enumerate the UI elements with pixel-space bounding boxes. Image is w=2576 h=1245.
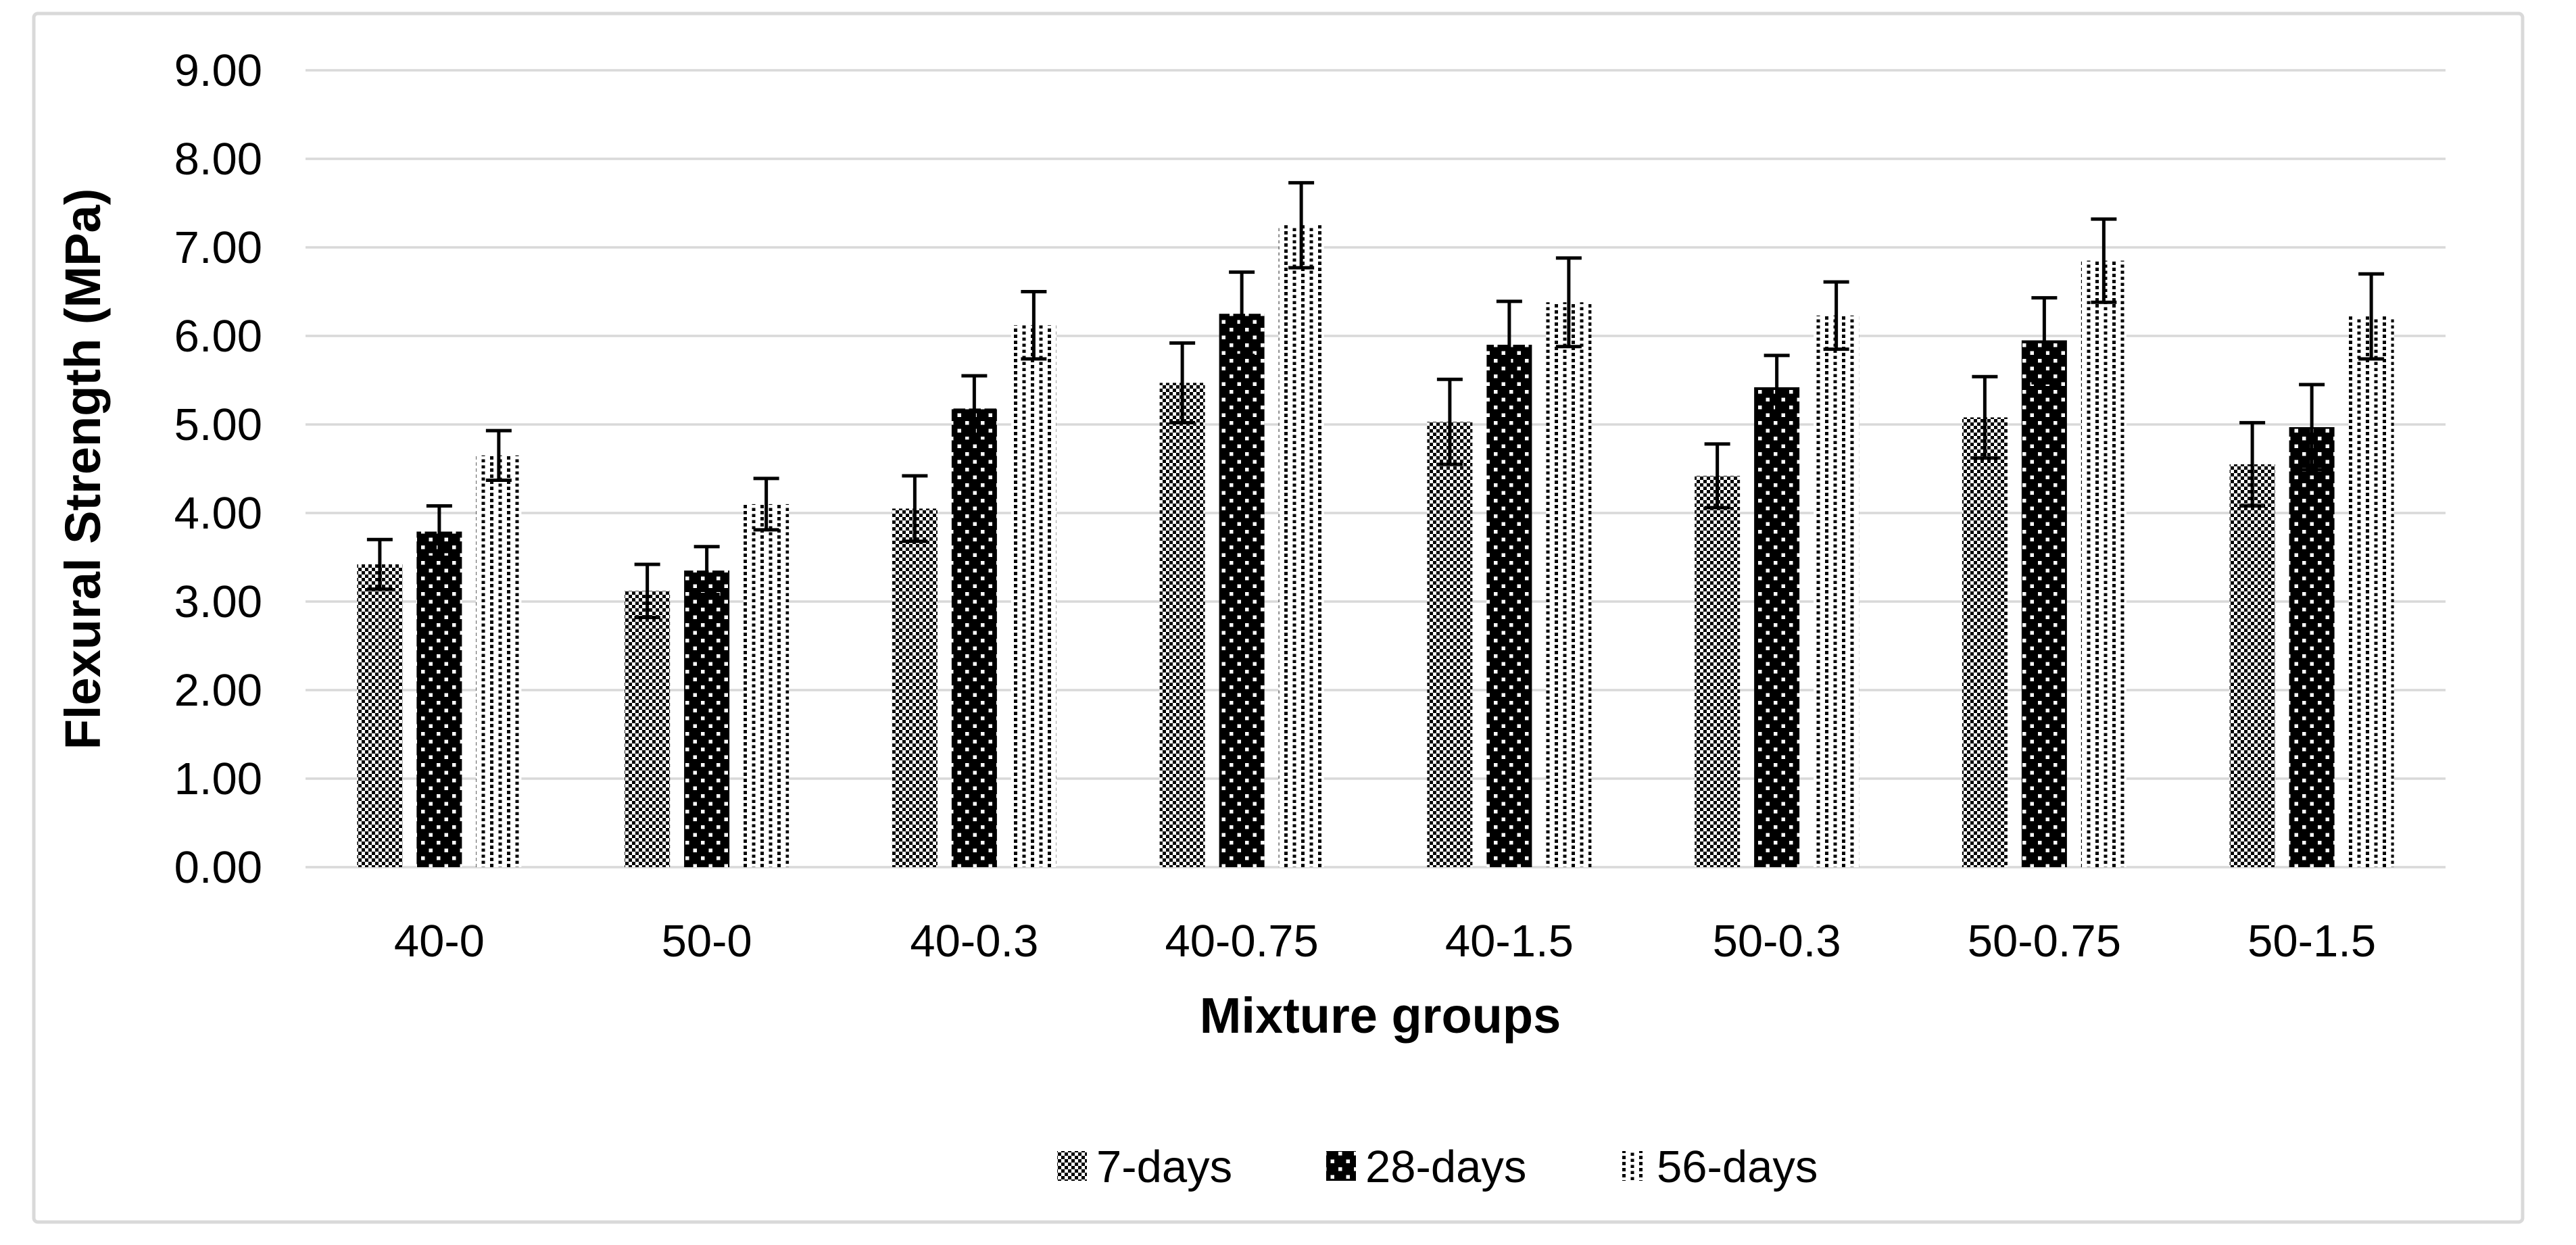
bar-56-days-50-0.3	[1814, 315, 1860, 867]
error-bar-7-days-40-1.5	[1436, 377, 1463, 466]
category-label-40-0: 40-0	[394, 916, 485, 967]
error-bars	[366, 180, 2385, 620]
legend-swatch-7-days	[1057, 1151, 1087, 1181]
category-label-40-1.5: 40-1.5	[1445, 916, 1574, 967]
error-bar-7-days-50-0.3	[1704, 442, 1730, 510]
bar-series	[357, 225, 2394, 868]
error-bar-56-days-40-1.5	[1555, 256, 1582, 349]
error-bar-28-days-50-0.3	[1764, 353, 1790, 421]
bar-28-days-50-1.5	[2289, 426, 2335, 867]
y-tick-label-0: 0.00	[174, 842, 262, 893]
bar-28-days-50-0.75	[2021, 340, 2067, 867]
bar-56-days-40-1.5	[1546, 302, 1592, 868]
error-bar-7-days-40-0	[366, 537, 393, 591]
y-axis-tick-labels: 0.00 1.00 2.00 3.00 4.00 5.00 6.00 7.00 8.00 9.00	[174, 45, 262, 893]
error-bar-56-days-50-0.3	[1823, 280, 1849, 351]
category-label-40-0.75: 40-0.75	[1165, 916, 1319, 967]
error-bar-56-days-50-0.75	[2091, 217, 2117, 304]
bar-56-days-40-0.3	[1011, 325, 1056, 867]
bar-7-days-40-0.75	[1159, 383, 1205, 867]
error-bar-28-days-40-0.75	[1229, 270, 1255, 358]
legend-label-56-days: 56-days	[1657, 1142, 1818, 1192]
legend-item-28-days: 28-days	[1326, 1142, 1526, 1192]
y-tick-label-2: 2.00	[174, 665, 262, 716]
bar-28-days-40-1.5	[1486, 345, 1532, 868]
error-bar-7-days-50-0	[634, 562, 660, 620]
error-bar-28-days-50-0.75	[2031, 296, 2058, 385]
error-bar-28-days-40-1.5	[1496, 299, 1522, 390]
category-label-50-0.3: 50-0.3	[1713, 916, 1841, 967]
legend-label-7-days: 7-days	[1096, 1142, 1232, 1192]
error-bar-56-days-50-0	[753, 477, 779, 532]
x-axis-title: Mixture groups	[1200, 987, 1561, 1044]
error-bar-7-days-40-0.75	[1169, 341, 1196, 424]
bar-56-days-50-0	[744, 504, 789, 867]
y-tick-label-8: 8.00	[174, 134, 262, 185]
bar-28-days-40-0	[416, 531, 462, 867]
bar-7-days-40-1.5	[1427, 422, 1473, 867]
error-bar-56-days-40-0.3	[1021, 290, 1047, 361]
bar-7-days-40-0	[357, 564, 403, 867]
error-bar-7-days-50-0.75	[1972, 374, 1998, 460]
legend-swatch-56-days	[1618, 1151, 1647, 1181]
y-tick-label-4: 4.00	[174, 488, 262, 539]
error-bar-28-days-50-0	[694, 545, 720, 597]
x-axis-category-labels: 40-0 50-0 40-0.3 40-0.75 40-1.5 50-0.3 50-0.75…	[394, 916, 2376, 967]
y-tick-label-1: 1.00	[174, 754, 262, 804]
bar-28-days-40-0.3	[951, 408, 997, 867]
bar-56-days-40-0	[476, 455, 522, 867]
bar-7-days-40-0.3	[892, 508, 938, 867]
y-tick-label-6: 6.00	[174, 311, 262, 362]
legend-item-7-days: 7-days	[1057, 1142, 1232, 1192]
bar-28-days-50-0.3	[1754, 387, 1800, 867]
error-bar-28-days-40-0.3	[961, 374, 988, 443]
error-bar-56-days-40-0	[485, 429, 512, 483]
bar-7-days-50-0	[625, 591, 671, 867]
error-bar-56-days-50-1.5	[2358, 272, 2385, 361]
y-tick-label-5: 5.00	[174, 399, 262, 450]
category-label-50-0.75: 50-0.75	[1968, 916, 2121, 967]
bar-7-days-50-0.3	[1695, 475, 1741, 867]
category-label-40-0.3: 40-0.3	[910, 916, 1038, 967]
bar-7-days-50-0.75	[1962, 417, 2008, 867]
bar-56-days-50-0.75	[2081, 260, 2127, 867]
legend-item-56-days: 56-days	[1618, 1142, 1818, 1192]
error-bar-28-days-40-0	[426, 504, 452, 559]
y-tick-label-7: 7.00	[174, 222, 262, 273]
category-label-50-0: 50-0	[662, 916, 752, 967]
bar-56-days-50-1.5	[2348, 316, 2394, 867]
figure-border	[32, 11, 2525, 1224]
legend-label-28-days: 28-days	[1365, 1142, 1526, 1192]
legend-swatch-28-days	[1326, 1151, 1356, 1181]
bar-7-days-50-1.5	[2229, 464, 2275, 867]
y-axis-title: Flexural Strength (MPa)	[55, 189, 111, 750]
error-bar-7-days-50-1.5	[2239, 420, 2266, 508]
bar-28-days-40-0.75	[1219, 314, 1265, 867]
bar-28-days-50-0	[684, 570, 730, 867]
error-bar-7-days-40-0.3	[902, 474, 928, 543]
bar-56-days-40-0.75	[1278, 225, 1324, 867]
y-tick-label-3: 3.00	[174, 577, 262, 627]
y-tick-label-9: 9.00	[174, 45, 262, 96]
error-bar-56-days-40-0.75	[1288, 180, 1315, 270]
error-bar-28-days-50-1.5	[2299, 383, 2325, 472]
category-label-50-1.5: 50-1.5	[2247, 916, 2376, 967]
legend: 7-days 28-days 56-days	[1057, 1142, 1818, 1192]
